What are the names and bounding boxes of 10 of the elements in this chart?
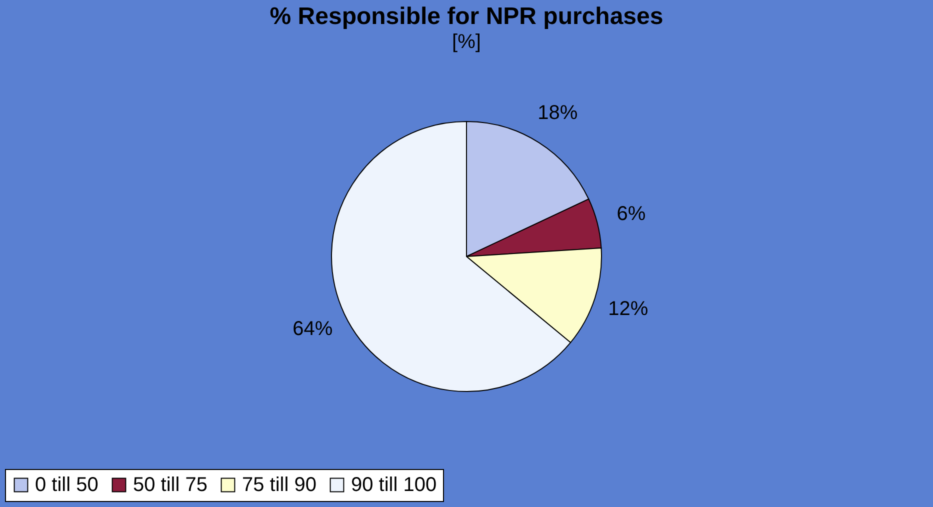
- chart-subtitle: [%]: [452, 31, 481, 53]
- chart-title: % Responsible for NPR purchases: [270, 3, 664, 30]
- data-label: 18%: [538, 102, 578, 124]
- legend-label: 90 till 100: [351, 474, 437, 496]
- data-label: 64%: [292, 318, 333, 340]
- data-label: 6%: [616, 203, 646, 226]
- legend-label: 50 till 75: [133, 474, 208, 496]
- data-label: 12%: [608, 298, 648, 320]
- legend-label: 75 till 90: [242, 474, 316, 496]
- legend-label: 0 till 50: [35, 474, 98, 496]
